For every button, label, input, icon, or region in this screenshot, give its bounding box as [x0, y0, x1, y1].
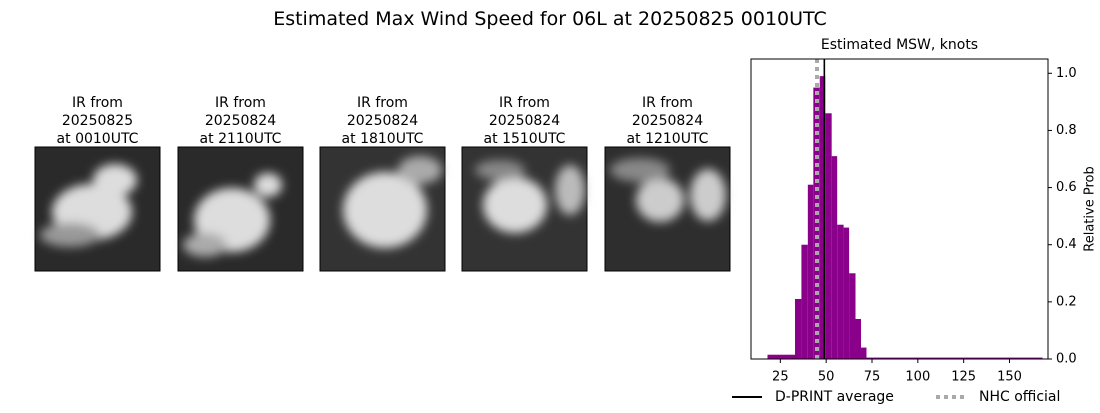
legend-label: NHC official [979, 389, 1060, 405]
panel-title: at 1810UTC [342, 131, 424, 147]
panel-titles: IR from 20250825 at 0010UTC IR from 20250824… [57, 95, 709, 147]
panel-title: IR from [499, 95, 550, 111]
x-tick-label: 25 [772, 370, 789, 385]
panel-title: 20250824 [205, 113, 276, 129]
panel-title: 20250824 [632, 113, 703, 129]
bar [831, 156, 838, 359]
panel-title: 20250824 [489, 113, 560, 129]
y-tick-label: 0.6 [1056, 180, 1077, 195]
bar [819, 76, 826, 360]
figure-title: Estimated Max Wind Speed for 06L at 2025… [273, 8, 827, 30]
plot-frame [750, 58, 1049, 360]
y-tick-label: 0.2 [1056, 294, 1077, 309]
ir-images [34, 146, 731, 272]
panel-title: at 1510UTC [484, 131, 566, 147]
x-tick-label: 150 [997, 370, 1022, 385]
bar [825, 113, 832, 360]
x-tick-label: 75 [864, 370, 881, 385]
bar [801, 244, 808, 359]
ir-image [177, 146, 304, 272]
y-tick-label: 1.0 [1056, 66, 1077, 81]
bar [795, 299, 802, 359]
y-axis-label: Relative Prob [1083, 166, 1098, 251]
panel-title: IR from [357, 95, 408, 111]
x-tick-label: 50 [818, 370, 835, 385]
bar [855, 319, 861, 359]
x-tick-label: 125 [951, 370, 976, 385]
ir-image [461, 146, 588, 272]
panel-title: IR from [72, 95, 123, 111]
ir-image [34, 146, 161, 272]
y-tick-label: 0.0 [1056, 352, 1077, 367]
bar [813, 87, 820, 360]
bar [861, 347, 867, 359]
chart-title: Estimated MSW, knots [821, 37, 978, 53]
panel-title: IR from [642, 95, 693, 111]
panel-title: 20250825 [62, 113, 133, 129]
panel-title: at 2110UTC [200, 131, 282, 147]
histogram-chart: Estimated MSW, knots 25 50 75 100 125 150 0.0 0.… [732, 37, 1098, 405]
ir-image [604, 146, 731, 272]
panel-title: at 0010UTC [57, 131, 139, 147]
panel-title: IR from [215, 95, 266, 111]
bar [807, 184, 814, 359]
legend-label: D-PRINT average [775, 389, 894, 405]
bar [767, 354, 795, 359]
bar [843, 227, 850, 359]
y-tick-label: 0.4 [1056, 237, 1077, 252]
y-tick-label: 0.8 [1056, 123, 1077, 138]
ir-image [319, 146, 446, 272]
x-tick-label: 100 [905, 370, 930, 385]
panel-title: at 1210UTC [627, 131, 709, 147]
bar [866, 357, 1043, 359]
bar [849, 273, 856, 359]
bar [837, 224, 844, 359]
panel-title: 20250824 [347, 113, 418, 129]
